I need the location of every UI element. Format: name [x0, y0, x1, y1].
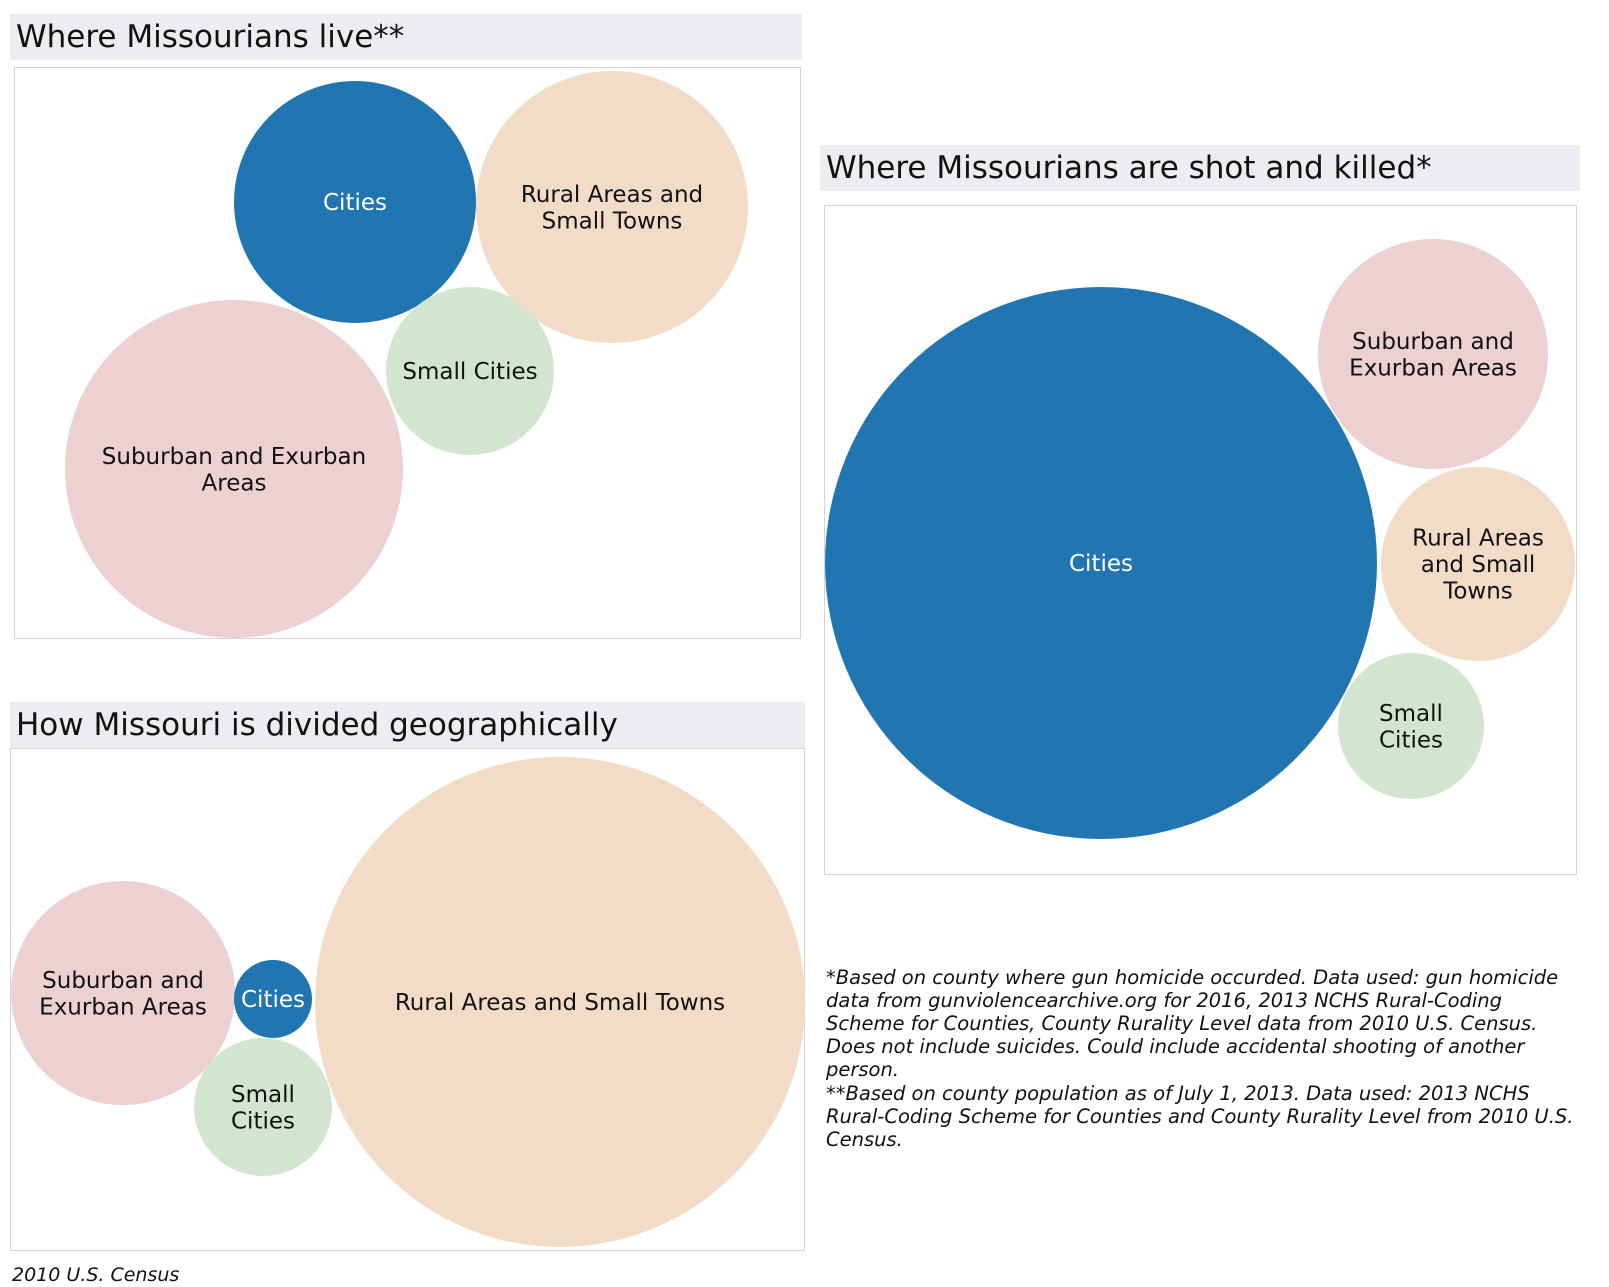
- geo-chart: Suburban and Exurban Areas Cities Small Citi…: [10, 748, 805, 1251]
- shot-footnote: *Based on county where gun homicide occu…: [826, 966, 1559, 1081]
- shot-bubble-rural-areas-and-small-towns: [1381, 467, 1575, 661]
- geo-label-rural-areas-and-small-towns: Rural Areas and Small Towns: [395, 990, 725, 1016]
- geo-bubble-cities: [234, 960, 312, 1038]
- geo-label-suburban-and-exurban-areas: Suburban and Exurban Areas: [39, 968, 207, 1020]
- geo-bubble-suburban-and-exurban-areas: [11, 881, 235, 1105]
- live-chart: Cities Rural Areas and Small Towns Small Ci…: [14, 67, 801, 639]
- live-footnote: **Based on county population as of July …: [826, 1082, 1574, 1151]
- live-bubble-rural-areas-and-small-towns: [476, 71, 748, 343]
- shot-chart: Cities Suburban and Exurban Areas Rural Are…: [824, 205, 1577, 875]
- live-bubble-suburban-and-exurban-areas: [65, 300, 403, 638]
- geo-label-small-cities: Small Cities: [231, 1082, 295, 1134]
- shot-label-rural-areas-and-small-towns: Rural Areas and Small Towns: [1412, 526, 1544, 605]
- live-label-small-cities: Small Cities: [402, 359, 537, 385]
- live-label-rural-areas-and-small-towns: Rural Areas and Small Towns: [521, 182, 703, 234]
- geo-bubble-rural-areas-and-small-towns: [315, 757, 805, 1247]
- source-note: 2010 U.S. Census: [12, 1264, 180, 1286]
- shot-label-small-cities: Small Cities: [1379, 701, 1443, 753]
- shot-bubble-cities: [825, 287, 1377, 839]
- geo-bubble-small-cities: [194, 1038, 332, 1176]
- shot-chart-title: Where Missourians are shot and killed*: [820, 145, 1580, 191]
- live-label-suburban-and-exurban-areas: Suburban and Exurban Areas: [102, 444, 366, 496]
- live-bubble-cities: [234, 81, 476, 323]
- shot-bubble-suburban-and-exurban-areas: [1318, 239, 1548, 469]
- live-chart-title: Where Missourians live**: [10, 14, 802, 60]
- geo-chart-title: How Missouri is divided geographically: [10, 702, 805, 748]
- geo-bubble-svg: Suburban and Exurban Areas Cities Small Citi…: [11, 757, 805, 1247]
- live-bubble-small-cities: [386, 287, 554, 455]
- shot-label-cities: Cities: [1069, 551, 1133, 577]
- shot-bubble-svg: Cities Suburban and Exurban Areas Rural Are…: [825, 239, 1575, 839]
- shot-bubble-small-cities: [1338, 653, 1484, 799]
- shot-label-suburban-and-exurban-areas: Suburban and Exurban Areas: [1349, 329, 1517, 381]
- live-label-cities: Cities: [323, 190, 387, 216]
- live-bubble-svg: Cities Rural Areas and Small Towns Small Ci…: [65, 71, 748, 638]
- geo-label-cities: Cities: [241, 987, 305, 1013]
